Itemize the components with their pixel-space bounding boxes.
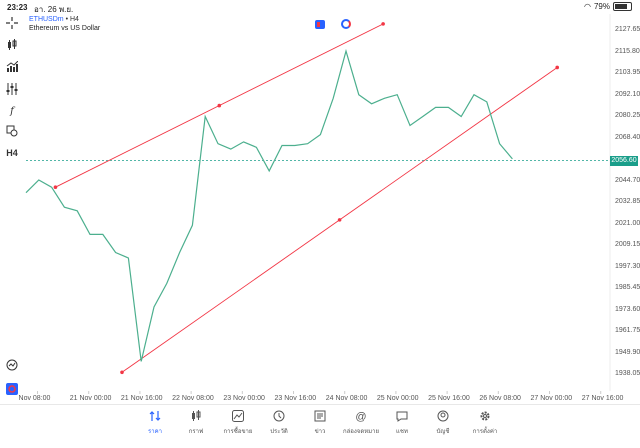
candles-icon[interactable]	[5, 38, 19, 52]
trendline-anchor-point	[53, 185, 58, 190]
price-axis-label: 1997.30	[615, 262, 640, 270]
time-axis-label: 26 Nov 08:00	[479, 395, 521, 402]
price-chart[interactable]	[0, 0, 640, 404]
price-axis-label: 1949.90	[615, 348, 640, 356]
price-axis-label: 2103.95	[615, 69, 640, 76]
tab-label: ราคา	[148, 429, 162, 435]
price-axis-label: 2068.40	[615, 133, 640, 141]
one-click-sell-button[interactable]	[341, 19, 351, 29]
objects-icon[interactable]	[5, 124, 19, 138]
trendline-anchor-point	[217, 103, 222, 108]
quotes-arrows-icon	[135, 410, 175, 424]
price-axis-label: 2009.15	[615, 241, 640, 248]
instrument-description: Ethereum vs US Dollar	[29, 25, 101, 32]
price-axis-label: 2115.80	[615, 47, 640, 55]
tab-label: บัญชี	[436, 429, 450, 435]
tab-mailbox-at[interactable]: @ กล่องจดหมาย	[341, 410, 381, 436]
current-price-badge: 2056.60	[610, 156, 638, 166]
logo-icon	[5, 382, 19, 396]
chart-candles-icon	[176, 410, 216, 424]
history-clock-icon	[259, 410, 299, 424]
tab-label: การตั้งค่า	[472, 429, 498, 435]
alerts-icon[interactable]	[5, 358, 19, 372]
mailbox-at-icon: @	[355, 411, 367, 423]
price-axis-label: 2044.70	[615, 176, 640, 184]
indicators-icon[interactable]	[5, 60, 19, 74]
battery-percent: 79%	[593, 2, 610, 11]
tab-label: แชท	[396, 429, 408, 435]
tab-history-clock[interactable]: ประวัติ	[259, 410, 299, 436]
price-axis-label: 1961.75	[615, 327, 640, 334]
instrument-info: ETHUSDm • H4 Ethereum vs US Dollar	[29, 15, 100, 33]
timeframe-label[interactable]: • H4	[65, 16, 79, 23]
tab-chart-candles[interactable]: กราฟ	[176, 410, 216, 436]
bottom-tab-bar: ราคา กราฟ การซื้อขาย ประวัติ ข่าว @ กล่องจดหมา…	[0, 404, 640, 448]
chat-bubble-icon	[382, 410, 422, 424]
instrument-symbol[interactable]: ETHUSDm • H4	[29, 15, 100, 24]
battery-fill	[615, 4, 627, 9]
tab-chat-bubble[interactable]: แชท	[382, 410, 422, 436]
battery-icon	[613, 2, 632, 11]
tab-settings-gear[interactable]: การตั้งค่า	[465, 410, 505, 436]
tab-label: กล่องจดหมาย	[342, 429, 380, 435]
price-axis-label: 2092.10	[615, 90, 640, 98]
time-axis-label: 25 Nov 16:00	[428, 395, 470, 402]
time-axis-label: 27 Nov 16:00	[581, 395, 624, 402]
news-book-icon	[300, 410, 340, 424]
time-axis-label: 24 Nov 08:00	[325, 395, 368, 402]
tab-account[interactable]: บัญชี	[423, 410, 463, 436]
trendline-anchor-point	[337, 218, 342, 222]
one-click-buy-button[interactable]	[315, 20, 325, 29]
trendline-anchor-point	[555, 65, 559, 70]
status-date: อา. 26 พ.ย.	[34, 5, 74, 14]
price-axis-label: 2032.85	[615, 198, 640, 205]
time-axis-label: 21 Nov 16:00	[120, 395, 163, 402]
time-axis-label: Nov 08:00	[18, 395, 51, 402]
price-axis-label: 1973.60	[615, 305, 640, 313]
tab-label: กราฟ	[188, 429, 204, 435]
function-icon[interactable]: f	[10, 105, 14, 117]
time-axis-label: 21 Nov 00:00	[69, 395, 112, 402]
symbol-name[interactable]: ETHUSDm	[29, 16, 64, 23]
h4-label[interactable]: H4	[6, 148, 18, 158]
time-axis-label: 23 Nov 16:00	[274, 395, 317, 402]
wifi-icon: ◠	[584, 2, 591, 11]
tab-label: การซื้อขาย	[223, 429, 253, 435]
settings-gear-icon	[465, 410, 505, 424]
time-axis-label: 22 Nov 08:00	[172, 395, 214, 402]
time-axis-label: 25 Nov 00:00	[376, 395, 419, 402]
settings-sliders-icon[interactable]	[5, 82, 19, 96]
status-bar: 23:23 อา. 26 พ.ย. ◠ 79%	[0, 0, 640, 14]
status-time: 23:23	[7, 3, 28, 12]
time-axis-label: 23 Nov 00:00	[223, 395, 265, 402]
trendline-anchor-point	[120, 370, 124, 375]
trade-chart-icon	[218, 410, 258, 424]
price-line-series	[25, 48, 513, 362]
price-axis-label: 2021.00	[615, 219, 640, 227]
status-right: ◠ 79%	[584, 2, 632, 11]
tab-quotes-arrows[interactable]: ราคา	[135, 410, 175, 436]
tab-trade-chart[interactable]: การซื้อขาย	[218, 410, 258, 436]
time-axis-label: 27 Nov 00:00	[530, 395, 573, 402]
left-toolbar: f H4	[0, 14, 22, 404]
trendline-anchor-point	[381, 22, 385, 26]
price-axis-label: 2127.65	[615, 26, 640, 33]
price-axis-label: 1985.45	[615, 284, 640, 291]
tab-label: ประวัติ	[270, 429, 288, 435]
account-icon	[423, 410, 463, 424]
price-axis-label: 1938.05	[615, 370, 640, 377]
crosshair-icon[interactable]	[5, 16, 19, 30]
price-axis-label: 2080.25	[615, 112, 640, 119]
tab-label: ข่าว	[314, 429, 326, 435]
tab-news-book[interactable]: ข่าว	[300, 410, 340, 436]
